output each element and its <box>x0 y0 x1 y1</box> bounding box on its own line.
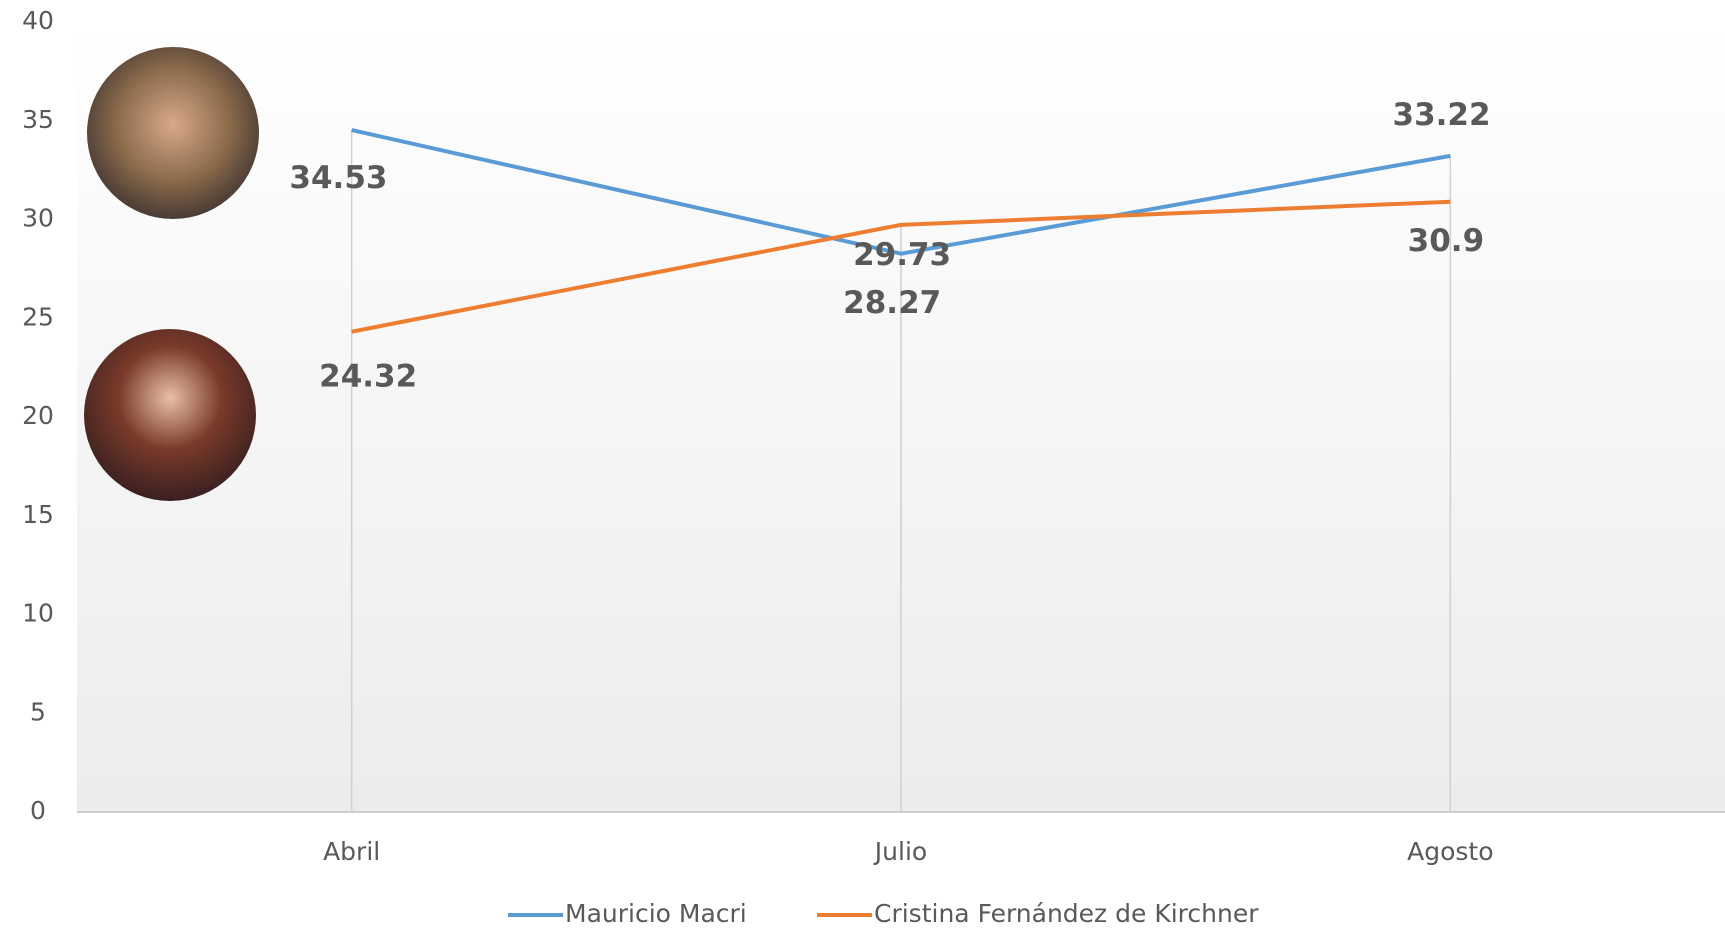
legend-label: Mauricio Macri <box>565 899 747 928</box>
data-label: 24.32 <box>319 358 417 394</box>
series-line <box>351 199 1451 334</box>
legend-label: Cristina Fernández de Kirchner <box>874 899 1259 928</box>
y-tick-label: 40 <box>22 6 54 35</box>
y-tick-label: 35 <box>22 105 54 134</box>
x-tick-label: Abril <box>323 837 380 866</box>
y-tick-label: 20 <box>22 401 54 430</box>
data-label: 28.27 <box>843 285 941 321</box>
portrait <box>84 329 256 501</box>
y-tick-label: 10 <box>22 599 54 628</box>
data-label: 34.53 <box>289 160 387 196</box>
x-tick-label: Julio <box>873 837 927 866</box>
y-tick-label: 15 <box>22 500 54 529</box>
data-label: 33.22 <box>1393 97 1491 133</box>
y-tick-label: 25 <box>22 302 54 331</box>
data-label: 29.73 <box>853 237 951 273</box>
series-line <box>351 128 1451 256</box>
y-tick-label: 0 <box>30 796 46 825</box>
portrait <box>87 47 259 219</box>
data-label: 30.9 <box>1408 223 1485 259</box>
y-tick-label: 30 <box>22 204 54 233</box>
y-tick-label: 5 <box>30 697 46 726</box>
x-tick-label: Agosto <box>1407 837 1493 866</box>
